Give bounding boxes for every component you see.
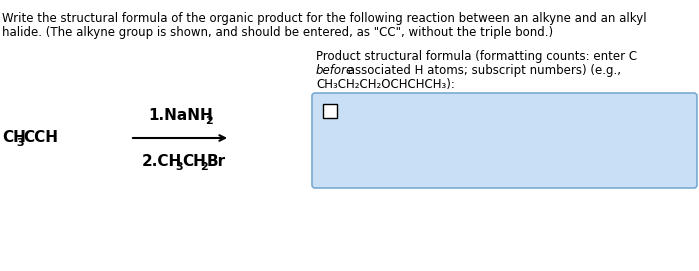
Text: 2: 2 <box>200 162 208 172</box>
Text: associated H atoms; subscript numbers) (e.g.,: associated H atoms; subscript numbers) (… <box>344 64 621 77</box>
Text: CH: CH <box>182 154 206 169</box>
Text: 2: 2 <box>205 116 212 126</box>
Text: CH₃CH₂CH₂OCHCHCH₃):: CH₃CH₂CH₂OCHCHCH₃): <box>316 78 455 91</box>
Text: 3: 3 <box>16 138 24 148</box>
Text: 1.NaNH: 1.NaNH <box>148 108 212 124</box>
Text: halide. (The alkyne group is shown, and should be entered, as "CC", without the : halide. (The alkyne group is shown, and … <box>2 26 553 39</box>
Text: before: before <box>316 64 354 77</box>
Text: Product structural formula (formatting counts: enter C: Product structural formula (formatting c… <box>316 50 637 63</box>
Bar <box>323 104 337 118</box>
Text: Br: Br <box>207 154 226 169</box>
Text: 2.CH: 2.CH <box>142 154 182 169</box>
Text: CCH: CCH <box>23 131 58 146</box>
Text: Write the structural formula of the organic product for the following reaction b: Write the structural formula of the orga… <box>2 12 647 25</box>
Text: 3: 3 <box>175 162 182 172</box>
Text: CH: CH <box>2 131 26 146</box>
FancyBboxPatch shape <box>312 93 697 188</box>
